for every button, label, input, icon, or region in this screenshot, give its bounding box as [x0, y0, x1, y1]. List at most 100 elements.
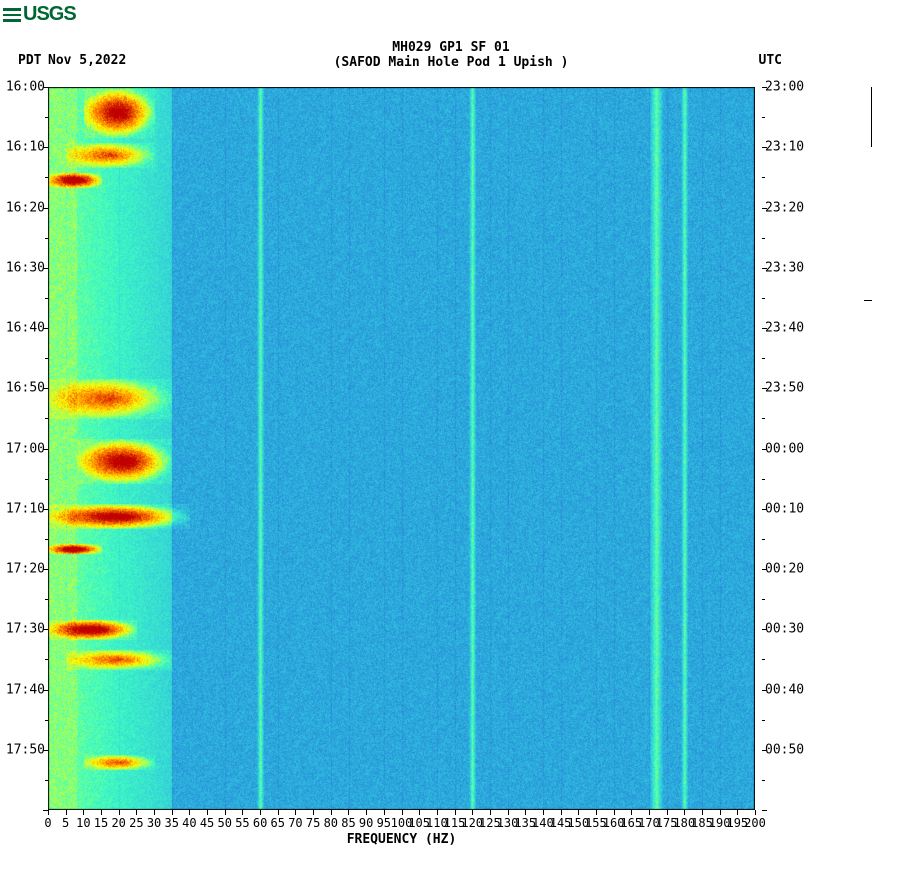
left-tick-mark: [43, 268, 48, 269]
x-tick-label: 60: [253, 816, 267, 830]
left-tick-label: 16:50: [6, 381, 45, 396]
right-tick-label: 00:20: [765, 562, 804, 577]
left-tick-mark: [45, 720, 48, 721]
right-tick-label: 23:30: [765, 260, 804, 275]
x-tick-mark: [366, 810, 367, 815]
right-tick-mark: [762, 599, 765, 600]
left-tick-mark: [43, 509, 48, 510]
left-tick-label: 17:20: [6, 562, 45, 577]
right-tick-mark: [762, 479, 765, 480]
x-tick-mark: [348, 810, 349, 815]
x-tick-label: 0: [44, 816, 51, 830]
left-y-axis: 16:0016:1016:2016:3016:4016:5017:0017:10…: [0, 87, 48, 810]
left-tick-mark: [43, 449, 48, 450]
x-tick-label: 45: [200, 816, 214, 830]
x-tick-label: 55: [235, 816, 249, 830]
left-tick-label: 16:40: [6, 321, 45, 336]
usgs-text: USGS: [23, 3, 76, 26]
x-tick-mark: [596, 810, 597, 815]
right-tick-mark: [762, 208, 767, 209]
left-tick-label: 17:50: [6, 742, 45, 757]
left-tick-mark: [45, 539, 48, 540]
left-tick-mark: [43, 750, 48, 751]
x-tick-label: 80: [324, 816, 338, 830]
x-tick-mark: [66, 810, 67, 815]
x-tick-label: 40: [182, 816, 196, 830]
x-tick-mark: [295, 810, 296, 815]
x-tick-mark: [419, 810, 420, 815]
x-axis: FREQUENCY (HZ) 0510152025303540455055606…: [48, 810, 755, 850]
x-tick-mark: [242, 810, 243, 815]
x-tick-mark: [154, 810, 155, 815]
x-tick-mark: [737, 810, 738, 815]
left-tick-mark: [45, 358, 48, 359]
right-tick-mark: [762, 780, 765, 781]
x-tick-label: 85: [341, 816, 355, 830]
right-tick-mark: [762, 569, 767, 570]
x-tick-label: 35: [164, 816, 178, 830]
spectrogram-chart: [48, 87, 755, 810]
right-tick-mark: [762, 509, 767, 510]
left-tick-label: 16:30: [6, 260, 45, 275]
left-tick-label: 16:10: [6, 140, 45, 155]
x-tick-mark: [684, 810, 685, 815]
x-tick-mark: [101, 810, 102, 815]
spectrogram-canvas: [48, 87, 755, 810]
right-tick-label: 23:10: [765, 140, 804, 155]
x-tick-mark: [561, 810, 562, 815]
right-y-axis: 23:0023:1023:2023:3023:4023:5000:0000:10…: [762, 87, 822, 810]
usgs-logo: USGS: [3, 3, 76, 26]
x-tick-mark: [702, 810, 703, 815]
x-tick-label: 95: [377, 816, 391, 830]
right-tick-label: 00:00: [765, 441, 804, 456]
x-tick-label: 10: [76, 816, 90, 830]
x-tick-mark: [525, 810, 526, 815]
x-tick-mark: [260, 810, 261, 815]
x-tick-mark: [455, 810, 456, 815]
x-tick-mark: [136, 810, 137, 815]
left-tick-mark: [43, 87, 48, 88]
left-tick-mark: [43, 208, 48, 209]
right-tick-mark: [762, 238, 765, 239]
right-tick-mark: [762, 750, 767, 751]
right-tick-mark: [762, 298, 765, 299]
right-tick-mark: [762, 117, 765, 118]
left-tick-mark: [43, 388, 48, 389]
x-tick-mark: [384, 810, 385, 815]
x-tick-mark: [313, 810, 314, 815]
left-tick-label: 16:00: [6, 80, 45, 95]
left-tick-mark: [45, 177, 48, 178]
right-tick-mark: [762, 810, 767, 811]
x-tick-label: 200: [744, 816, 766, 830]
right-tick-label: 23:40: [765, 321, 804, 336]
left-tick-mark: [45, 599, 48, 600]
right-tick-mark: [762, 720, 765, 721]
left-tick-mark: [45, 298, 48, 299]
right-tick-label: 23:00: [765, 80, 804, 95]
x-tick-label: 50: [218, 816, 232, 830]
x-tick-mark: [578, 810, 579, 815]
x-tick-label: 20: [111, 816, 125, 830]
x-tick-label: 15: [94, 816, 108, 830]
right-tick-mark: [762, 388, 767, 389]
left-tick-label: 17:00: [6, 441, 45, 456]
x-tick-mark: [508, 810, 509, 815]
right-tick-mark: [762, 147, 767, 148]
left-tick-mark: [45, 238, 48, 239]
left-tick-mark: [43, 690, 48, 691]
right-tick-label: 00:10: [765, 501, 804, 516]
right-tick-mark: [762, 659, 765, 660]
x-tick-mark: [119, 810, 120, 815]
x-tick-mark: [543, 810, 544, 815]
left-tick-mark: [45, 418, 48, 419]
x-tick-mark: [48, 810, 49, 815]
x-tick-mark: [278, 810, 279, 815]
right-tick-mark: [762, 690, 767, 691]
x-tick-label: 90: [359, 816, 373, 830]
x-tick-label: 65: [271, 816, 285, 830]
x-tick-mark: [189, 810, 190, 815]
x-tick-label: 30: [147, 816, 161, 830]
x-tick-mark: [631, 810, 632, 815]
left-tick-mark: [43, 569, 48, 570]
pdt-label: PDT: [18, 53, 41, 68]
